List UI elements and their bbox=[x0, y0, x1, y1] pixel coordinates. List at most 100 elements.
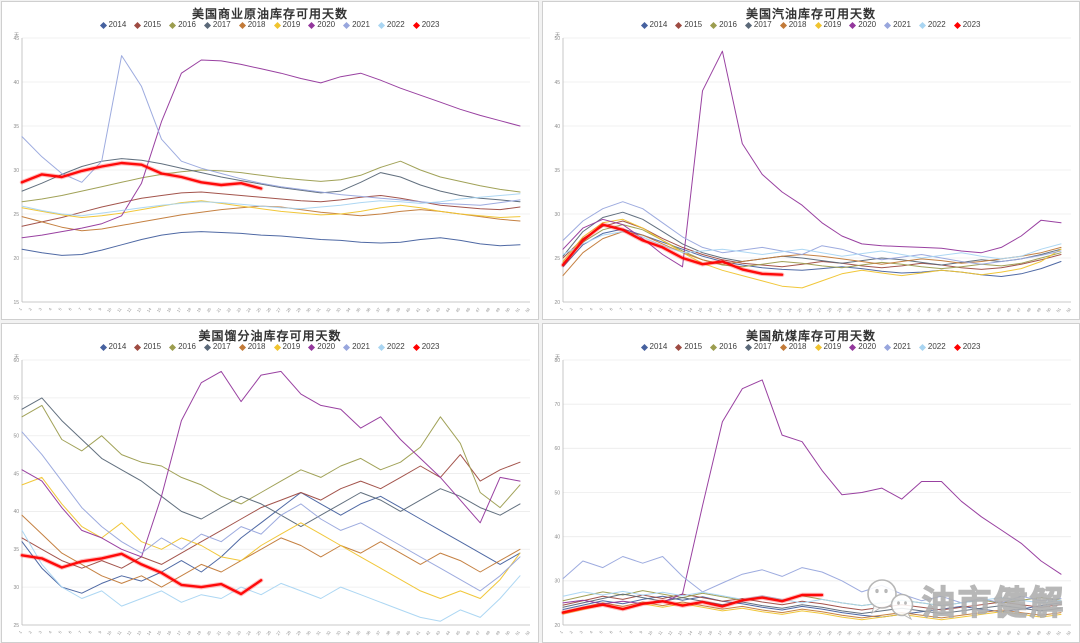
legend-marker-icon bbox=[640, 21, 648, 29]
svg-text:10: 10 bbox=[106, 629, 113, 636]
legend-label: 2019 bbox=[282, 342, 301, 351]
svg-text:51: 51 bbox=[514, 306, 521, 313]
svg-text:52: 52 bbox=[524, 629, 531, 636]
svg-text:51: 51 bbox=[514, 629, 521, 636]
legend-item-2016: 2016 bbox=[169, 21, 196, 29]
svg-text:52: 52 bbox=[1065, 629, 1072, 636]
svg-text:6: 6 bbox=[67, 306, 73, 311]
svg-text:24: 24 bbox=[786, 629, 793, 636]
svg-text:46: 46 bbox=[1005, 629, 1012, 636]
legend-marker-icon bbox=[343, 21, 351, 29]
svg-text:18: 18 bbox=[727, 629, 734, 636]
svg-text:22: 22 bbox=[766, 629, 773, 636]
svg-text:4: 4 bbox=[47, 629, 53, 634]
legend-label: 2014 bbox=[649, 342, 668, 351]
svg-text:20: 20 bbox=[13, 256, 19, 262]
svg-text:35: 35 bbox=[13, 547, 19, 553]
svg-text:35: 35 bbox=[13, 124, 19, 130]
legend-marker-icon bbox=[134, 21, 142, 29]
svg-text:26: 26 bbox=[806, 306, 813, 313]
svg-text:7: 7 bbox=[77, 629, 83, 634]
legend-label: 2015 bbox=[143, 20, 162, 29]
svg-text:13: 13 bbox=[677, 306, 684, 313]
legend-item-2021: 2021 bbox=[884, 21, 911, 29]
distillate-chart-panel: 美国馏分油库存可用天数 2014 2015 2016 2017 2018 2019 2020… bbox=[1, 323, 539, 643]
svg-text:19: 19 bbox=[195, 306, 202, 313]
svg-text:20: 20 bbox=[554, 623, 560, 629]
svg-text:27: 27 bbox=[816, 629, 823, 636]
svg-text:7: 7 bbox=[618, 629, 624, 634]
svg-text:34: 34 bbox=[345, 629, 352, 636]
svg-text:49: 49 bbox=[1035, 306, 1042, 313]
svg-text:32: 32 bbox=[866, 306, 873, 313]
svg-text:34: 34 bbox=[886, 629, 893, 636]
svg-text:10: 10 bbox=[647, 306, 654, 313]
legend-label: 2023 bbox=[962, 342, 981, 351]
svg-text:天: 天 bbox=[14, 355, 19, 361]
legend-marker-icon bbox=[203, 21, 211, 29]
svg-text:47: 47 bbox=[1015, 306, 1022, 313]
svg-text:50: 50 bbox=[1045, 306, 1052, 313]
svg-text:46: 46 bbox=[464, 306, 471, 313]
gasoline-chart-title: 美国汽油库存可用天数 bbox=[745, 7, 876, 21]
svg-text:7: 7 bbox=[618, 306, 624, 311]
svg-text:17: 17 bbox=[717, 629, 724, 636]
legend-marker-icon bbox=[675, 343, 683, 351]
svg-text:42: 42 bbox=[966, 629, 973, 636]
svg-text:45: 45 bbox=[13, 471, 19, 477]
legend-label: 2014 bbox=[649, 20, 668, 29]
legend-item-2018: 2018 bbox=[779, 343, 807, 351]
legend-item-2020: 2020 bbox=[849, 20, 877, 29]
svg-text:11: 11 bbox=[116, 306, 123, 313]
svg-text:10: 10 bbox=[647, 629, 654, 636]
gasoline-chart-legend: 2014 2015 2016 2017 2018 2019 2020 2021 2022 2023 bbox=[543, 19, 1079, 31]
svg-text:50: 50 bbox=[554, 490, 560, 496]
svg-text:29: 29 bbox=[295, 306, 302, 313]
legend-marker-icon bbox=[744, 21, 752, 29]
legend-marker-icon bbox=[377, 343, 385, 351]
legend-label: 2022 bbox=[386, 342, 405, 351]
legend-marker-icon bbox=[238, 343, 246, 351]
legend-item-2019: 2019 bbox=[814, 20, 842, 29]
svg-text:30: 30 bbox=[13, 585, 19, 591]
svg-text:27: 27 bbox=[275, 629, 282, 636]
svg-text:32: 32 bbox=[866, 629, 873, 636]
legend-label: 2019 bbox=[823, 20, 842, 29]
svg-text:33: 33 bbox=[876, 306, 883, 313]
svg-text:3: 3 bbox=[578, 306, 584, 311]
svg-text:38: 38 bbox=[385, 629, 392, 636]
legend-label: 2019 bbox=[282, 20, 301, 29]
legend-item-2017: 2017 bbox=[203, 343, 231, 351]
legend-item-2019: 2019 bbox=[814, 343, 841, 351]
svg-text:天: 天 bbox=[555, 33, 560, 39]
svg-text:50: 50 bbox=[1045, 629, 1052, 636]
legend-label: 2020 bbox=[858, 20, 877, 29]
svg-text:48: 48 bbox=[1025, 306, 1032, 313]
svg-text:39: 39 bbox=[395, 629, 402, 636]
crude-oil-chart-panel: 美国商业原油库存可用天数 2014 2015 2016 2017 2018 2019 202… bbox=[1, 1, 539, 320]
svg-text:37: 37 bbox=[916, 629, 923, 636]
crude-oil-chart-title: 美国商业原油库存可用天数 bbox=[191, 7, 348, 21]
svg-text:34: 34 bbox=[886, 306, 893, 313]
legend-label: 2015 bbox=[143, 342, 162, 351]
crude-oil-chart-legend: 2014 2015 2016 2017 2018 2019 2020 2021 2022 2023 bbox=[2, 19, 538, 31]
svg-text:5: 5 bbox=[598, 306, 604, 311]
legend-item-2014: 2014 bbox=[640, 20, 668, 29]
svg-text:29: 29 bbox=[836, 306, 843, 313]
legend-marker-icon bbox=[918, 21, 926, 29]
svg-text:1: 1 bbox=[558, 629, 564, 634]
legend-marker-icon bbox=[99, 21, 107, 29]
legend-marker-icon bbox=[343, 343, 351, 351]
legend-item-2020: 2020 bbox=[849, 343, 876, 351]
legend-label: 2022 bbox=[386, 20, 405, 29]
svg-text:44: 44 bbox=[444, 629, 451, 636]
legend-marker-icon bbox=[918, 343, 926, 351]
legend-marker-icon bbox=[849, 21, 857, 29]
legend-marker-icon bbox=[99, 343, 107, 351]
svg-text:31: 31 bbox=[856, 629, 863, 636]
svg-text:17: 17 bbox=[176, 629, 183, 636]
svg-text:天: 天 bbox=[555, 355, 560, 361]
svg-text:60: 60 bbox=[554, 446, 560, 452]
